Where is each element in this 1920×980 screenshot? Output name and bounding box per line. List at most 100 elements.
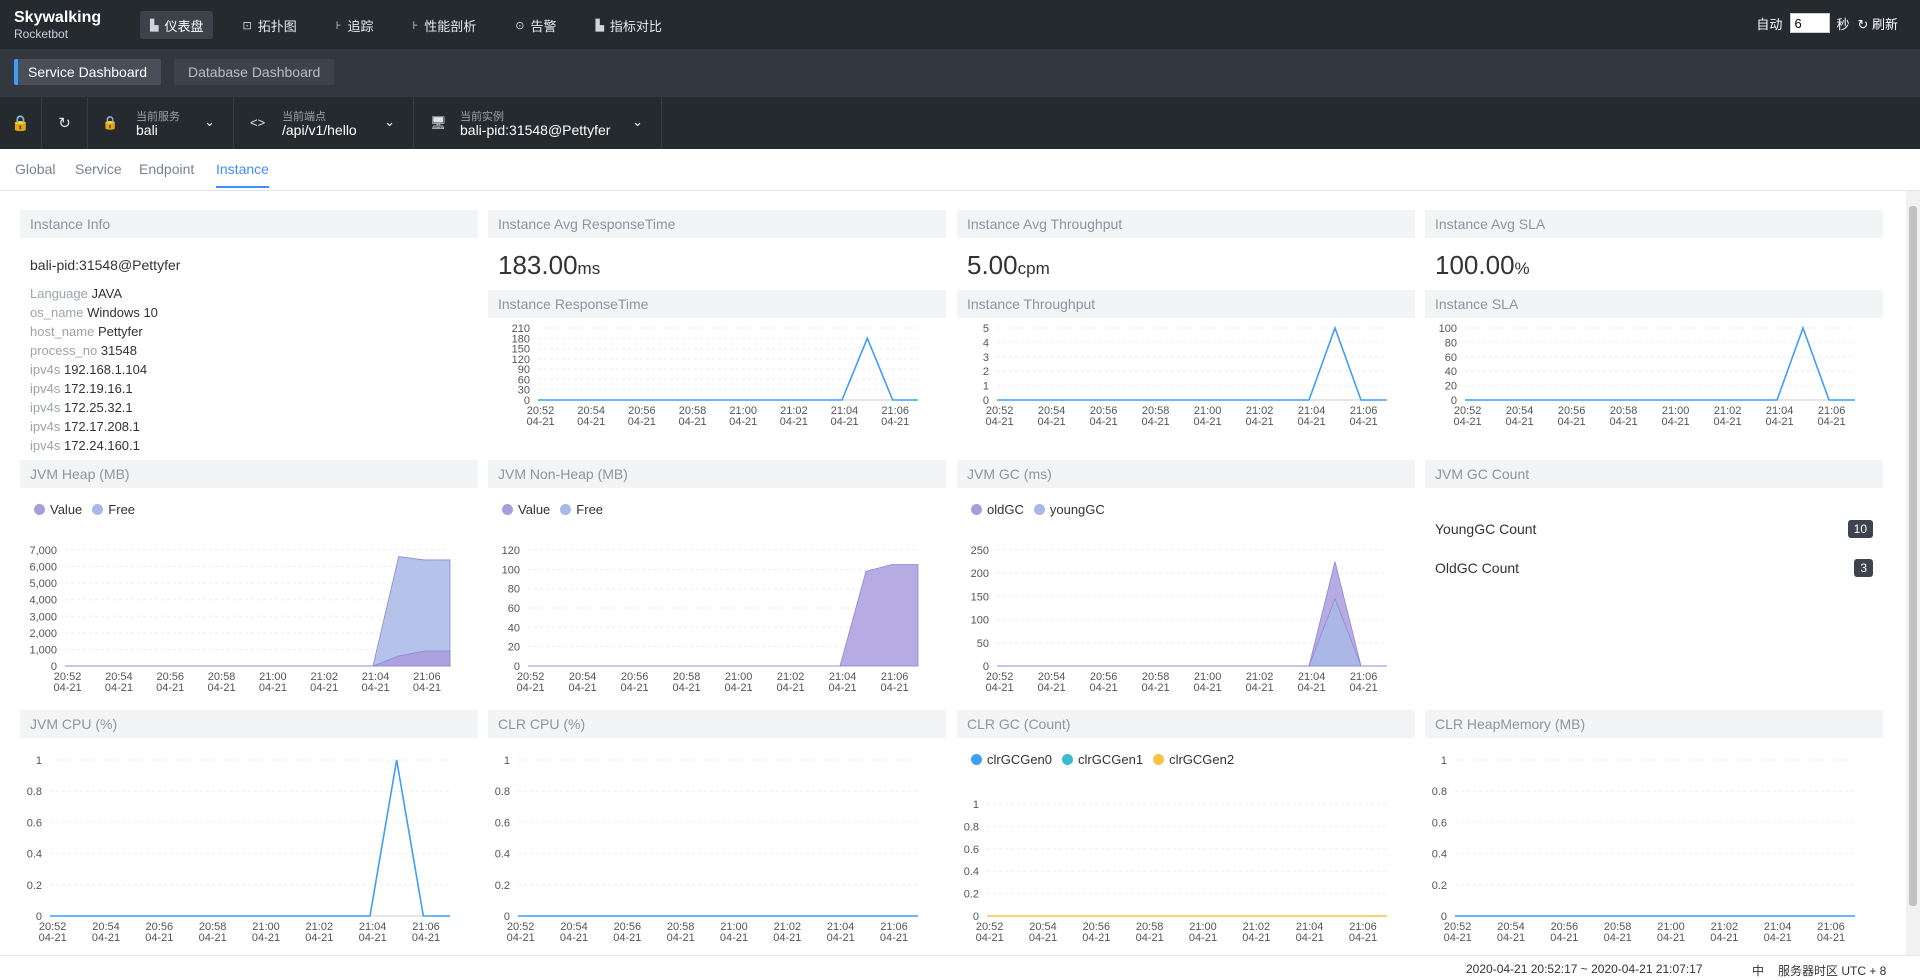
- service-selector[interactable]: 🔒 当前服务 bali ⌄: [88, 97, 234, 149]
- y-tick-label: 0.2: [495, 880, 510, 892]
- y-tick-label: 60: [1445, 352, 1457, 364]
- series-area: [528, 564, 919, 667]
- panel-title: Instance Avg ResponseTime: [488, 210, 946, 238]
- panel-title: Instance Throughput: [957, 290, 1415, 318]
- x-tick-date: 04-21: [1350, 682, 1378, 694]
- legend-item[interactable]: Free: [560, 502, 603, 517]
- y-tick-label: 0.8: [1432, 786, 1447, 798]
- endpoint-selector[interactable]: <> 当前端点 /api/v1/hello ⌄: [234, 97, 414, 149]
- x-tick-label: 20:58: [1610, 405, 1638, 417]
- legend-item[interactable]: Value: [34, 502, 82, 517]
- tab-global[interactable]: Global: [15, 161, 56, 177]
- instance-selector[interactable]: 🖥 当前实例 bali-pid:31548@Pettyfer ⌄: [414, 97, 662, 149]
- x-tick-label: 21:06: [1818, 405, 1846, 417]
- x-tick-label: 21:02: [1246, 405, 1274, 417]
- lock-icon[interactable]: 🔒: [0, 97, 42, 149]
- timezone-label[interactable]: 服务器时区 UTC + 8: [1778, 964, 1887, 978]
- x-tick-date: 04-21: [145, 932, 173, 944]
- x-tick-label: 21:00: [1657, 921, 1685, 933]
- instance-attr: host_name Pettyfer: [30, 324, 143, 339]
- avg-responsetime-value: 183.00ms: [498, 250, 600, 281]
- interval-input[interactable]: [1790, 13, 1831, 33]
- legend-item[interactable]: clrGCGen1: [1062, 752, 1143, 767]
- x-tick-date: 04-21: [199, 932, 227, 944]
- nav-compare[interactable]: ▙ 指标对比: [585, 11, 671, 39]
- legend-swatch: [1062, 754, 1074, 765]
- x-tick-label: 20:56: [1083, 921, 1111, 933]
- x-tick-date: 04-21: [1444, 932, 1472, 944]
- panel-title: Instance ResponseTime: [488, 290, 946, 318]
- panel-title: JVM Heap (MB): [20, 460, 478, 488]
- y-tick-label: 30: [518, 385, 530, 397]
- reload-icon[interactable]: ↻: [42, 97, 88, 149]
- x-tick-date: 04-21: [1246, 682, 1274, 694]
- compare-icon: ▙: [595, 19, 604, 32]
- y-tick-label: 5: [983, 323, 989, 335]
- nav-profile[interactable]: ⊦ 性能剖析: [402, 11, 486, 39]
- x-tick-label: 20:52: [527, 405, 555, 417]
- legend-item[interactable]: Value: [502, 502, 550, 517]
- x-tick-label: 21:00: [1189, 921, 1217, 933]
- scrollbar-thumb[interactable]: [1909, 206, 1917, 906]
- legend-label: oldGC: [987, 502, 1024, 517]
- chart-legend: Value Free: [34, 502, 145, 517]
- scrollbar[interactable]: [1906, 191, 1920, 955]
- x-tick-label: 21:06: [1350, 671, 1378, 683]
- tab-service-dashboard[interactable]: Service Dashboard: [14, 59, 162, 85]
- tab-instance[interactable]: Instance: [216, 161, 269, 188]
- nav-dashboard[interactable]: ▙ 仪表盘: [140, 11, 214, 39]
- x-tick-label: 21:06: [1817, 921, 1845, 933]
- panel-title: CLR CPU (%): [488, 710, 946, 738]
- language-toggle[interactable]: 中: [1752, 964, 1765, 978]
- x-tick-label: 21:06: [413, 671, 441, 683]
- refresh-button[interactable]: ↻ 刷新: [1857, 14, 1898, 33]
- nav-label: 指标对比: [609, 18, 662, 34]
- legend-swatch: [1153, 754, 1165, 765]
- nav-alarm[interactable]: ⊙ 告警: [505, 11, 566, 39]
- x-tick-label: 21:00: [729, 405, 757, 417]
- legend-item[interactable]: clrGCGen0: [971, 752, 1052, 767]
- nav-topology[interactable]: ⊡ 拓扑图: [232, 11, 306, 39]
- time-range[interactable]: 2020-04-21 20:52:17 ~ 2020-04-21 21:07:1…: [1466, 962, 1703, 976]
- panel-title: CLR HeapMemory (MB): [1425, 710, 1883, 738]
- footer: 2020-04-21 20:52:17 ~ 2020-04-21 21:07:1…: [0, 955, 1920, 980]
- service-label: 当前服务: [136, 111, 180, 123]
- x-tick-label: 21:02: [777, 671, 805, 683]
- throughput-panel: Instance Throughput 0 1 2 3 4 5 20:52 04-21 20:5…: [957, 290, 1415, 450]
- attr-key: process_no: [30, 343, 101, 358]
- x-tick-date: 04-21: [1714, 416, 1742, 428]
- logo[interactable]: Skywalking Rocketbot: [14, 10, 101, 42]
- x-tick-label: 20:52: [1454, 405, 1482, 417]
- tab-endpoint[interactable]: Endpoint: [139, 161, 195, 177]
- legend-item[interactable]: clrGCGen2: [1153, 752, 1234, 767]
- x-tick-date: 04-21: [413, 682, 441, 694]
- logo-text: Skywalking: [14, 9, 102, 26]
- x-tick-label: 21:04: [1764, 921, 1792, 933]
- y-tick-label: 0: [973, 911, 979, 923]
- x-tick-label: 20:58: [667, 921, 695, 933]
- avg-sla-value: 100.00%: [1435, 250, 1530, 281]
- x-tick-label: 21:06: [1350, 405, 1378, 417]
- y-tick-label: 100: [502, 564, 520, 576]
- y-tick-label: 50: [977, 638, 989, 650]
- legend-item[interactable]: oldGC: [971, 502, 1024, 517]
- x-tick-date: 04-21: [1764, 932, 1792, 944]
- x-tick-date: 04-21: [1604, 932, 1632, 944]
- legend-item[interactable]: Free: [92, 502, 135, 517]
- legend-item[interactable]: youngGC: [1033, 502, 1105, 517]
- nav-trace[interactable]: ⊦ 追踪: [326, 11, 384, 39]
- value-number: 183.00: [498, 250, 578, 280]
- x-tick-label: 20:56: [156, 671, 184, 683]
- dashboard-tabs: Service Dashboard Database Dashboard: [0, 49, 1920, 97]
- service-icon: 🔒: [102, 115, 119, 130]
- y-tick-label: 0.6: [964, 844, 979, 856]
- tab-service[interactable]: Service: [75, 161, 122, 177]
- jvm-cpu-panel: JVM CPU (%) 0 0.2 0.4 0.6 0.8 1 20:52 04-21 20:5…: [20, 710, 478, 950]
- y-tick-label: 40: [508, 622, 520, 634]
- tab-database-dashboard[interactable]: Database Dashboard: [174, 59, 335, 85]
- x-tick-label: 21:06: [412, 921, 440, 933]
- instance-attr: Language JAVA: [30, 286, 122, 301]
- x-tick-label: 20:58: [1142, 671, 1170, 683]
- y-tick-label: 5,000: [29, 578, 57, 590]
- x-tick-label: 20:54: [1038, 671, 1066, 683]
